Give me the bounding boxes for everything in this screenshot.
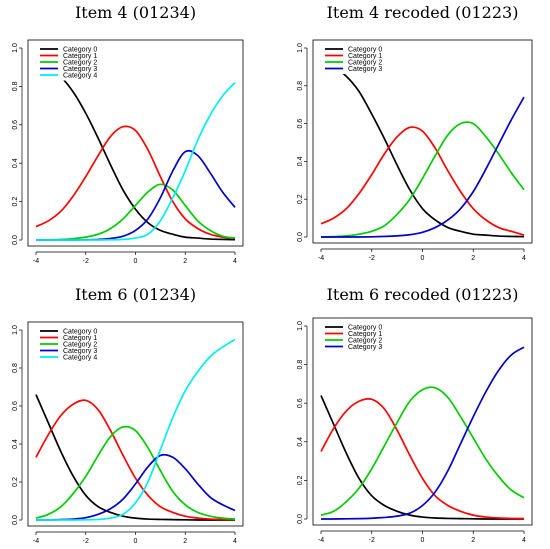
legend-label: Category 1 xyxy=(348,331,382,338)
series-line-category-4 xyxy=(36,81,236,241)
y-tick-label: 0.8 xyxy=(297,81,304,91)
x-tick-label: -4 xyxy=(318,255,324,262)
x-tick-label: -4 xyxy=(33,538,39,545)
series-line-category-1 xyxy=(320,397,525,520)
y-tick-label: 0.4 xyxy=(12,439,19,449)
series-line-category-3 xyxy=(35,453,236,521)
series-line-category-0 xyxy=(320,60,525,238)
plot-frame xyxy=(27,321,244,527)
x-tick-label: 2 xyxy=(471,255,475,262)
series-line-category-1 xyxy=(35,399,236,521)
y-tick-label: 0.2 xyxy=(297,475,304,485)
x-tick-label: 0 xyxy=(421,537,425,544)
chart-panel-1: Item 4 recoded (01223) -4 -2 0 2 4 0.0 0.2 0.4 0.… xyxy=(297,3,533,262)
x-tick-label: -2 xyxy=(83,258,89,265)
chart-panel-3: Item 6 recoded (01223) -4 -2 0 2 4 0.0 0.2 0.4 0.… xyxy=(297,285,533,544)
y-tick-label: 0.0 xyxy=(12,515,19,525)
series-line-category-2 xyxy=(320,386,525,516)
plot-frame xyxy=(312,317,533,526)
y-tick-label: 0.2 xyxy=(297,194,304,204)
x-tick-label: 4 xyxy=(233,258,237,265)
y-tick-label: 0.8 xyxy=(297,360,304,370)
chart-title: Item 4 recoded (01223) xyxy=(327,3,519,22)
legend-label: Category 0 xyxy=(348,46,382,53)
series-line-category-1 xyxy=(320,126,525,236)
x-tick-label: -2 xyxy=(369,537,375,544)
y-tick-label: 1.0 xyxy=(297,321,304,331)
chart-title: Item 6 recoded (01223) xyxy=(327,285,519,304)
x-tick-label: 4 xyxy=(522,255,526,262)
series-line-category-2 xyxy=(35,425,236,520)
series-line-category-3 xyxy=(320,346,525,520)
x-tick-label: 2 xyxy=(183,538,187,545)
legend-label: Category 4 xyxy=(63,72,97,79)
y-tick-label: 1.0 xyxy=(297,43,304,53)
legend-label: Category 2 xyxy=(63,341,97,348)
legend-label: Category 2 xyxy=(348,337,382,344)
legend-label: Category 2 xyxy=(63,59,97,66)
x-tick-label: 2 xyxy=(471,537,475,544)
series-line-category-0 xyxy=(320,395,524,520)
chart-panel-0: Item 4 (01234) -4 -2 0 2 4 0.0 0.2 0.4 0.6 0.8 1.0 C… xyxy=(12,3,244,265)
x-tick-label: -4 xyxy=(318,537,324,544)
y-tick-label: 0.6 xyxy=(12,120,19,130)
x-tick-label: -2 xyxy=(369,255,375,262)
y-tick-label: 0.4 xyxy=(297,156,304,166)
legend-label: Category 3 xyxy=(63,66,97,73)
x-tick-label: 0 xyxy=(134,538,138,545)
y-tick-label: 0.6 xyxy=(297,119,304,129)
series-line-category-0 xyxy=(35,394,235,521)
series-line-category-1 xyxy=(35,125,236,239)
legend-label: Category 3 xyxy=(348,344,382,351)
series-line-category-2 xyxy=(35,183,236,241)
y-tick-label: 0.4 xyxy=(297,437,304,447)
legend-label: Category 3 xyxy=(63,348,97,355)
y-tick-label: 0.0 xyxy=(297,514,304,524)
legend-label: Category 1 xyxy=(348,53,382,60)
chart-title: Item 4 (01234) xyxy=(75,3,196,22)
y-tick-label: 0.4 xyxy=(12,158,19,168)
plot-frame xyxy=(27,39,244,247)
series-line-category-3 xyxy=(321,96,525,238)
y-tick-label: 1.0 xyxy=(12,43,19,53)
x-tick-label: 4 xyxy=(233,538,237,545)
x-tick-label: 2 xyxy=(183,258,187,265)
series-line-category-4 xyxy=(36,338,236,521)
y-tick-label: 0.6 xyxy=(12,401,19,411)
x-tick-label: 4 xyxy=(522,537,526,544)
y-tick-label: 0.2 xyxy=(12,477,19,487)
plot-frame xyxy=(312,39,533,244)
series-line-category-2 xyxy=(320,121,525,238)
legend-label: Category 1 xyxy=(63,53,97,60)
legend-label: Category 3 xyxy=(348,66,382,73)
x-tick-label: -2 xyxy=(83,538,89,545)
y-tick-label: 0.0 xyxy=(12,235,19,245)
chart-title: Item 6 (01234) xyxy=(75,285,196,304)
legend-label: Category 0 xyxy=(63,328,97,335)
y-tick-label: 1.0 xyxy=(12,325,19,335)
chart-panel-2: Item 6 (01234) -4 -2 0 2 4 0.0 0.2 0.4 0.6 0.8 1.0 C… xyxy=(12,285,244,545)
y-tick-label: 0.6 xyxy=(297,398,304,408)
y-tick-label: 0.8 xyxy=(12,81,19,91)
x-tick-label: 0 xyxy=(421,255,425,262)
x-tick-label: -4 xyxy=(33,258,39,265)
y-tick-label: 0.8 xyxy=(12,363,19,373)
y-tick-label: 0.2 xyxy=(12,197,19,207)
legend-label: Category 0 xyxy=(348,324,382,331)
x-tick-label: 0 xyxy=(134,258,138,265)
legend-label: Category 0 xyxy=(63,46,97,53)
series-line-category-0 xyxy=(35,60,236,241)
legend-label: Category 4 xyxy=(63,354,97,361)
legend-label: Category 2 xyxy=(348,59,382,66)
y-tick-label: 0.0 xyxy=(297,232,304,242)
legend-label: Category 1 xyxy=(63,335,97,342)
